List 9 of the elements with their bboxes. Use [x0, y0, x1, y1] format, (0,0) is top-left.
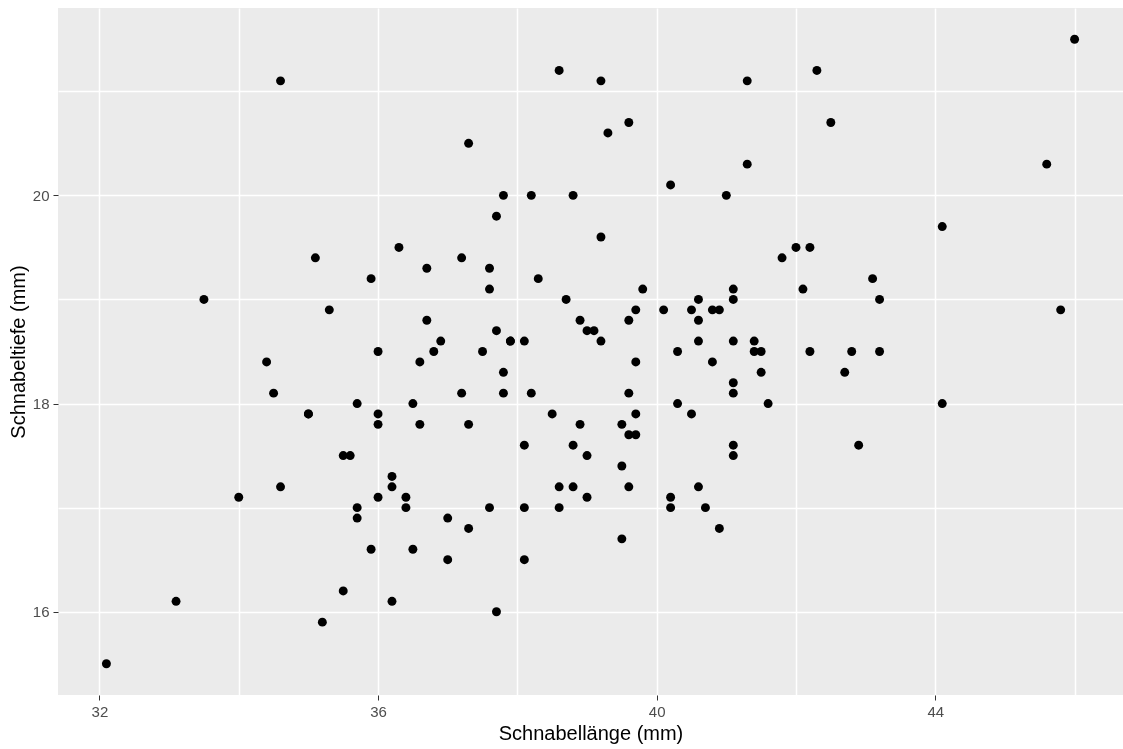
x-tick-label: 44 — [927, 702, 945, 720]
y-tick-label: 20 — [32, 186, 50, 204]
y-tick-label: 16 — [32, 603, 50, 621]
x-axis-title: Schnabellänge (mm) — [498, 721, 684, 744]
y-tick-label: 18 — [32, 395, 50, 413]
x-tick-label: 32 — [91, 702, 109, 720]
x-tick-label: 36 — [370, 702, 387, 720]
x-tick-label: 40 — [648, 702, 666, 720]
y-axis-title: Schnabeltiefe (mm) — [6, 265, 29, 439]
